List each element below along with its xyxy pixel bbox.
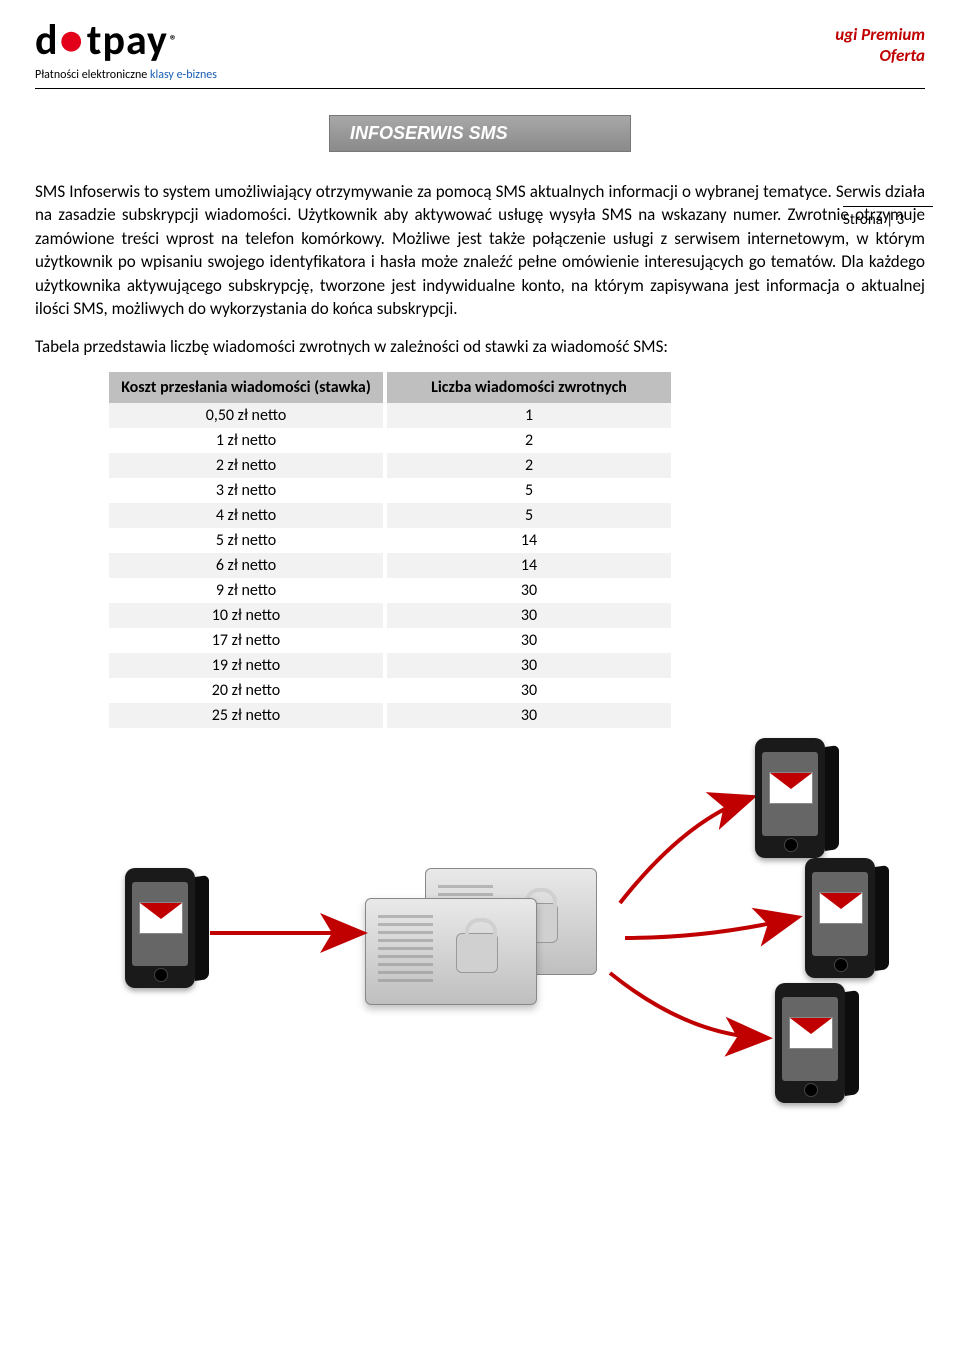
table-caption: Tabela przedstawia liczbę wiadomości zwr… <box>35 335 925 358</box>
cell-cost: 9 zł netto <box>109 578 383 603</box>
receiver-phone-icon <box>775 983 845 1103</box>
table-row: 1 zł netto2 <box>109 428 671 453</box>
table-row: 25 zł netto30 <box>109 703 671 728</box>
table-row: 19 zł netto30 <box>109 653 671 678</box>
cell-count: 5 <box>387 478 671 503</box>
table-row: 6 zł netto14 <box>109 553 671 578</box>
section-heading: INFOSERWIS SMS <box>329 115 631 152</box>
table-row: 2 zł netto2 <box>109 453 671 478</box>
table-row: 3 zł netto5 <box>109 478 671 503</box>
table-row: 10 zł netto30 <box>109 603 671 628</box>
body: Strona | 3 SMS Infoserwis to system umoż… <box>35 180 925 1108</box>
header-divider <box>35 88 925 89</box>
logo-tagline-prefix: Płatności elektroniczne <box>35 68 150 82</box>
logo-tagline-highlight: klasy e-biznes <box>150 68 217 82</box>
cell-cost: 6 zł netto <box>109 553 383 578</box>
pricing-table: Koszt przesłania wiadomości (stawka) Lic… <box>105 372 675 728</box>
cell-cost: 2 zł netto <box>109 453 383 478</box>
logo-wordmark: d●tpay® <box>35 20 217 62</box>
cell-count: 5 <box>387 503 671 528</box>
sender-phone-icon <box>125 868 195 988</box>
cell-cost: 0,50 zł netto <box>109 403 383 428</box>
page-header: d●tpay® Płatności elektroniczne klasy e-… <box>35 20 925 82</box>
cell-count: 14 <box>387 553 671 578</box>
document-title-line2: Oferta <box>835 45 925 66</box>
table-row: 4 zł netto5 <box>109 503 671 528</box>
cell-count: 30 <box>387 603 671 628</box>
cell-cost: 1 zł netto <box>109 428 383 453</box>
document-title-line1: ugi Premium <box>835 24 925 45</box>
table-header-count: Liczba wiadomości zwrotnych <box>387 372 671 403</box>
cell-count: 1 <box>387 403 671 428</box>
intro-paragraph: SMS Infoserwis to system umożliwiający o… <box>35 180 925 321</box>
cell-cost: 20 zł netto <box>109 678 383 703</box>
logo-tagline: Płatności elektroniczne klasy e-biznes <box>35 68 217 82</box>
section-heading-wrap: INFOSERWIS SMS <box>35 115 925 152</box>
cell-cost: 17 zł netto <box>109 628 383 653</box>
page-number: Strona | 3 <box>843 206 933 229</box>
receiver-phone-icon <box>755 738 825 858</box>
cell-count: 30 <box>387 703 671 728</box>
table-header-row: Koszt przesłania wiadomości (stawka) Lic… <box>109 372 671 403</box>
cell-count: 2 <box>387 428 671 453</box>
table-row: 0,50 zł netto1 <box>109 403 671 428</box>
table-header-cost: Koszt przesłania wiadomości (stawka) <box>109 372 383 403</box>
cell-count: 30 <box>387 628 671 653</box>
cell-cost: 19 zł netto <box>109 653 383 678</box>
receiver-phone-icon <box>805 858 875 978</box>
cell-count: 2 <box>387 453 671 478</box>
cell-count: 14 <box>387 528 671 553</box>
cell-cost: 4 zł netto <box>109 503 383 528</box>
cell-cost: 25 zł netto <box>109 703 383 728</box>
logo: d●tpay® Płatności elektroniczne klasy e-… <box>35 20 217 82</box>
cell-count: 30 <box>387 678 671 703</box>
cell-count: 30 <box>387 578 671 603</box>
table-row: 9 zł netto30 <box>109 578 671 603</box>
cell-count: 30 <box>387 653 671 678</box>
cell-cost: 10 zł netto <box>109 603 383 628</box>
table-row: 5 zł netto14 <box>109 528 671 553</box>
cell-cost: 3 zł netto <box>109 478 383 503</box>
table-row: 20 zł netto30 <box>109 678 671 703</box>
trademark-icon: ® <box>170 34 178 48</box>
cell-cost: 5 zł netto <box>109 528 383 553</box>
document-title: ugi Premium Oferta <box>835 24 925 67</box>
table-row: 17 zł netto30 <box>109 628 671 653</box>
sms-flow-diagram <box>35 738 925 1108</box>
